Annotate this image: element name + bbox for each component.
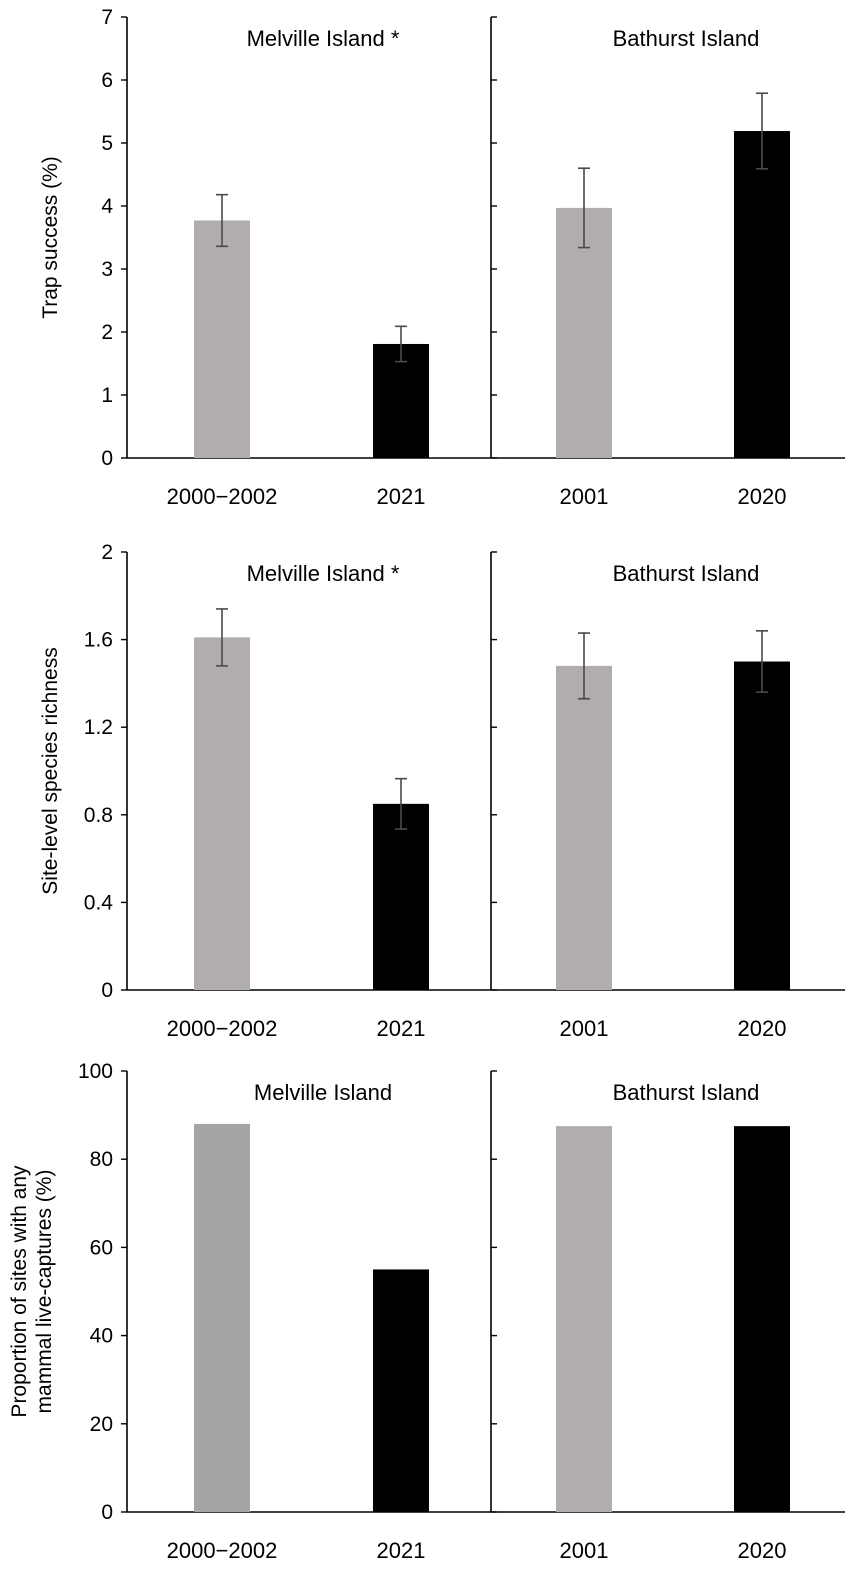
x-tick-label: 2001 <box>560 484 609 509</box>
y-axis-label: Site-level species richness <box>39 647 62 894</box>
x-tick-label: 2001 <box>560 1016 609 1041</box>
y-tick-label: 1 <box>101 384 113 407</box>
y-tick-label: 0 <box>101 979 113 1002</box>
panel-melville: Melville Island * 2000−2002 2021 <box>167 26 429 509</box>
bar <box>373 343 429 458</box>
panel-title: Melville Island * <box>247 561 400 586</box>
x-tick-label: 2021 <box>377 1538 426 1563</box>
chart-3: Proportion of sites with anymammal live-… <box>8 1060 845 1563</box>
bar <box>734 1126 790 1512</box>
y-tick-label: 6 <box>101 69 113 92</box>
y-tick-label: 5 <box>101 132 113 155</box>
panel-title: Bathurst Island <box>613 561 760 586</box>
y-tick-label: 4 <box>101 195 113 218</box>
bar <box>734 661 790 990</box>
x-tick-label: 2020 <box>738 1538 787 1563</box>
bar <box>556 207 612 458</box>
panel-bathurst: Bathurst Island 2001 2020 <box>556 26 790 509</box>
panel-melville: Melville Island 2000−2002 2021 <box>167 1080 429 1563</box>
x-tick-label: 2000−2002 <box>167 484 278 509</box>
chart-2: Site-level species richness 0 0.4 0.8 1.2 1.6… <box>39 541 845 1041</box>
bar <box>373 803 429 990</box>
panel-melville: Melville Island * 2000−2002 2021 <box>167 561 429 1041</box>
y-tick-label: 2 <box>101 541 113 564</box>
panel-title: Melville Island <box>254 1080 392 1105</box>
y-tick-label: 80 <box>90 1148 113 1171</box>
bar <box>734 131 790 458</box>
x-tick-label: 2020 <box>738 1016 787 1041</box>
panel-bathurst: Bathurst Island 2001 2020 <box>556 561 790 1041</box>
y-tick-label: 100 <box>78 1060 113 1083</box>
bar <box>194 1123 250 1512</box>
y-tick-label: 40 <box>90 1325 113 1348</box>
panel-title: Bathurst Island <box>613 26 760 51</box>
y-tick-label: 0 <box>101 1501 113 1524</box>
y-tick-label: 0.8 <box>84 804 113 827</box>
panel-title: Bathurst Island <box>613 1080 760 1105</box>
bar <box>194 637 250 990</box>
x-tick-label: 2000−2002 <box>167 1538 278 1563</box>
y-tick-label: 0 <box>101 447 113 470</box>
y-tick-label: 20 <box>90 1413 113 1436</box>
bar <box>556 1126 612 1512</box>
x-tick-label: 2021 <box>377 1016 426 1041</box>
y-tick-label: 3 <box>101 258 113 281</box>
y-tick-label: 1.6 <box>84 629 113 652</box>
bar <box>194 220 250 458</box>
x-tick-label: 2000−2002 <box>167 1016 278 1041</box>
panel-title: Melville Island * <box>247 26 400 51</box>
panel-bathurst: Bathurst Island 2001 2020 <box>556 1080 790 1563</box>
y-tick-label: 60 <box>90 1236 113 1259</box>
x-tick-label: 2020 <box>738 484 787 509</box>
x-tick-label: 2021 <box>377 484 426 509</box>
bar <box>556 665 612 990</box>
y-tick-label: 1.2 <box>84 716 113 739</box>
y-tick-label: 7 <box>101 6 113 29</box>
bar <box>373 1269 429 1512</box>
x-tick-label: 2001 <box>560 1538 609 1563</box>
y-tick-label: 2 <box>101 321 113 344</box>
y-tick-label: 0.4 <box>84 891 114 914</box>
y-axis-label: Trap success (%) <box>39 156 62 319</box>
y-axis-label: Proportion of sites with anymammal live-… <box>8 1165 56 1418</box>
chart-1: Trap success (%) 0 1 2 3 4 5 6 7 Melville Island … <box>39 6 845 509</box>
